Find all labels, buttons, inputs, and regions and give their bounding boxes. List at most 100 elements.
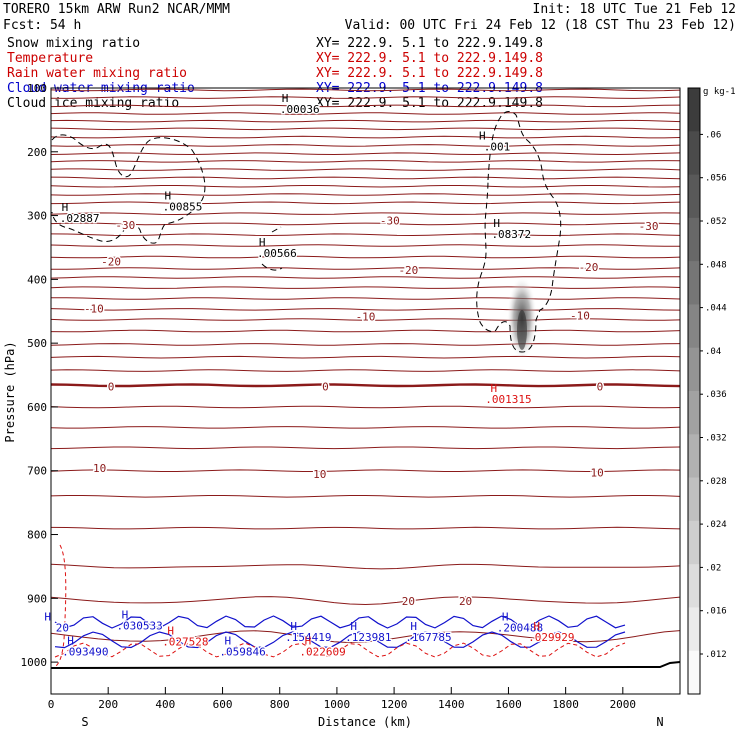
isotherm-line: [51, 255, 680, 259]
colorbar-segment: [688, 304, 700, 349]
isotherm-line: [51, 286, 680, 289]
maximum-marker: H: [259, 236, 266, 249]
isotherm-line: [51, 233, 680, 237]
maximum-value: .200488: [497, 621, 543, 634]
maximum-value: .08372: [491, 228, 531, 241]
isotherm-line: [51, 630, 680, 644]
isotherm-line: [51, 185, 680, 188]
legend-xy: XY= 222.9. 5.1 to 222.9.149.8: [316, 96, 543, 111]
legend-xy: XY= 222.9. 5.1 to 222.9.149.8: [316, 36, 543, 51]
plot-frame: [50, 87, 681, 695]
maximum-marker: H: [44, 610, 51, 623]
colorbar-segment: [688, 347, 700, 392]
y-tick-label: 700: [27, 465, 47, 478]
cloud-water-contour: [54, 631, 626, 649]
isotherm-line: [51, 563, 680, 570]
forecast-hour: Fcst: 54 h: [3, 18, 81, 33]
isotherm-line: [51, 176, 680, 180]
isotherm-line: [51, 329, 680, 333]
isotherm-line: [51, 201, 680, 205]
colorbar-segment: [688, 434, 700, 479]
maximum-value: .00036: [280, 103, 320, 116]
maximum-marker: H: [67, 635, 74, 648]
rain-water-contour: [55, 544, 67, 667]
maximum-marker: H: [290, 620, 297, 633]
temperature-label: -20: [398, 264, 418, 277]
legend-label: Snow mixing ratio: [7, 36, 140, 51]
temperature-isotherms: [51, 88, 680, 669]
maximum-value: .00855: [163, 200, 203, 213]
x-tick-label: 800: [270, 698, 290, 711]
temperature-label: 10: [590, 467, 603, 480]
temperature-label: -10: [84, 303, 104, 316]
init-time: Init: 18 UTC Tue 21 Feb 12: [533, 2, 737, 17]
isotherm-line: [51, 96, 680, 99]
x-tick-label: 1000: [324, 698, 351, 711]
colorbar-unit: g kg-1: [703, 87, 736, 97]
colorbar-label: .016: [705, 607, 727, 617]
maximum-value: .029929: [528, 631, 574, 644]
temperature-label: 0: [322, 381, 329, 394]
y-tick-label: 900: [27, 592, 47, 605]
maximum-value: .030533: [116, 619, 162, 632]
colorbar-label: .028: [705, 477, 727, 487]
colorbar-label: .02: [705, 563, 721, 573]
isotherm-line: [51, 426, 680, 429]
isotherm-line: [51, 222, 680, 226]
legend-label: Cloud ice mixing ratio: [7, 96, 179, 111]
colorbar-segment: [688, 88, 700, 132]
colorbar-segment: [688, 174, 700, 219]
maximum-value: .02887: [60, 212, 100, 225]
colorbar-label: .048: [705, 260, 727, 270]
distance-axis: 0 200 400 600 800 1000 1200 1400 1600 1800 2000: [48, 687, 636, 711]
isotherm-line: [51, 369, 680, 372]
isotherm-line: [51, 212, 680, 216]
colorbar-segment: [688, 564, 700, 608]
colorbar-label: .024: [705, 520, 727, 530]
colorbar-label: .056: [705, 174, 727, 184]
isotherm-line: [51, 383, 680, 388]
legend-xy: XY= 222.9. 5.1 to 222.9.149.8: [316, 66, 543, 81]
isotherm-line: [51, 308, 680, 311]
maximum-value: .001315: [485, 393, 531, 406]
isotherm-line: [51, 127, 680, 131]
x-tick-label: 1600: [495, 698, 522, 711]
colorbar-segment: [688, 520, 700, 565]
isotherm-line: [51, 144, 680, 147]
isotherm-line: [51, 469, 680, 472]
y-tick-label: 400: [27, 273, 47, 286]
x-axis-label: Distance (km): [318, 715, 412, 729]
x-tick-label: 2000: [610, 698, 637, 711]
isotherm-line: [51, 135, 680, 139]
x-tick-label: 200: [98, 698, 118, 711]
maxima-labels: H.00036H.02887H.00855H.00566H.001H.08372…: [44, 92, 575, 660]
maximum-value: .059846: [219, 646, 265, 659]
colorbar-label: .052: [705, 217, 727, 227]
maximum-marker: H: [490, 382, 497, 395]
legend-label: Temperature: [7, 51, 93, 66]
maximum-marker: H: [479, 129, 486, 142]
isotherm-line: [51, 343, 680, 346]
temperature-label: -30: [639, 220, 659, 233]
colorbar-segment: [688, 217, 700, 262]
maximum-value: .001: [484, 140, 511, 153]
isotherm-line: [51, 88, 680, 92]
colorbar-label: .036: [705, 390, 727, 400]
y-axis-label: Pressure (hPa): [3, 341, 17, 442]
valid-time: Valid: 00 UTC Fri 24 Feb 12 (18 CST Thu …: [345, 18, 736, 33]
colorbar-segment: [688, 477, 700, 522]
isotherm-line: [51, 276, 680, 279]
isotherm-line: [51, 355, 680, 359]
ground-line: [51, 661, 680, 669]
temperature-label: 20: [459, 595, 472, 608]
maximum-marker: H: [225, 635, 232, 648]
temperature-label: 0: [108, 381, 115, 394]
colorbar-label: .04: [705, 347, 721, 357]
maximum-value: .022609: [299, 646, 345, 659]
maximum-marker: H: [305, 635, 312, 648]
isotherm-line: [51, 244, 680, 247]
snow-mixing-ratio-shading: [507, 276, 537, 360]
isotherm-line: [51, 405, 680, 409]
y-tick-label: 600: [27, 401, 47, 414]
